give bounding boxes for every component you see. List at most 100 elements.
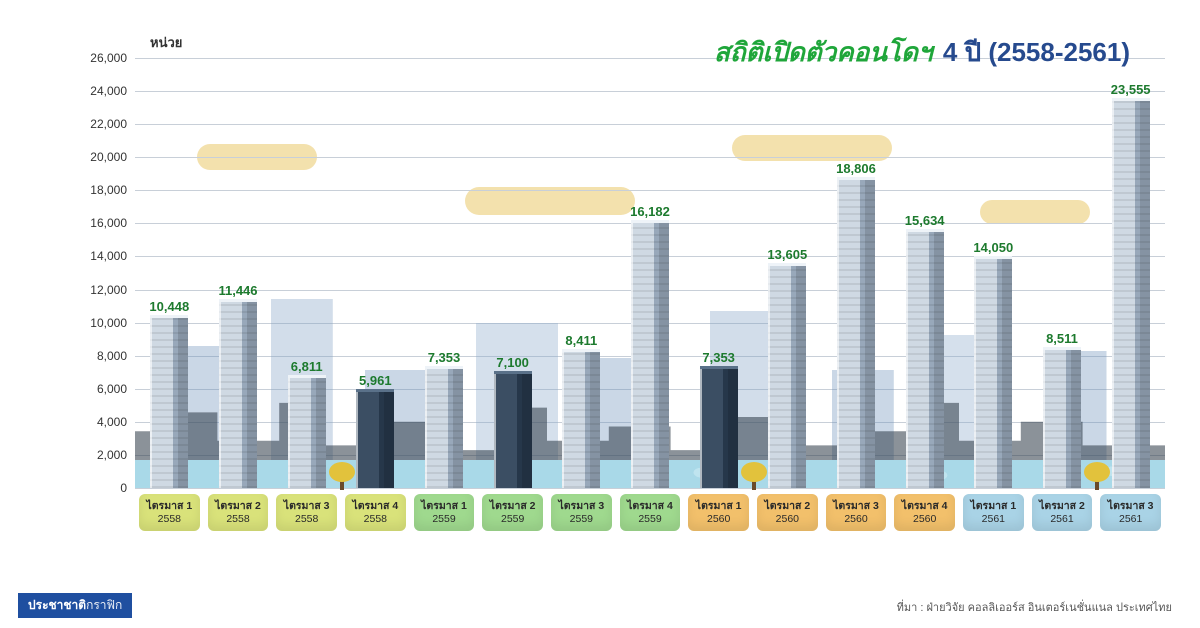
bar-value-label: 8,411: [565, 333, 597, 348]
badge-bold: ประชาชาติ: [28, 598, 86, 612]
bar-building: 11,446: [219, 299, 257, 488]
title-main: สถิติเปิดตัวคอนโดฯ: [714, 37, 933, 67]
x-tick-year: 2560: [896, 513, 952, 526]
bar-building: 6,811: [288, 375, 326, 488]
bar-building: 8,411: [562, 349, 600, 488]
x-tick-quarter: ไตรมาส 4: [347, 500, 403, 513]
x-tick-label: ไตรมาส 22561: [1032, 494, 1092, 531]
y-tick-label: 6,000: [97, 382, 127, 396]
y-tick-label: 2,000: [97, 448, 127, 462]
x-tick-quarter: ไตรมาส 1: [141, 500, 197, 513]
y-tick-label: 18,000: [90, 183, 127, 197]
x-tick-year: 2559: [622, 513, 678, 526]
bar-value-label: 14,050: [973, 240, 1013, 255]
bar-building: 7,353: [425, 366, 463, 488]
y-tick-label: 4,000: [97, 415, 127, 429]
y-tick-label: 16,000: [90, 216, 127, 230]
x-tick-label: ไตรมาส 42558: [345, 494, 405, 531]
bar-building: 18,806: [837, 177, 875, 488]
x-tick-year: 2561: [1034, 513, 1090, 526]
x-tick-quarter: ไตรมาส 2: [1034, 500, 1090, 513]
x-tick-quarter: ไตรมาส 2: [210, 500, 266, 513]
x-tick-label: ไตรมาส 42559: [620, 494, 680, 531]
x-tick-year: 2559: [553, 513, 609, 526]
y-tick-label: 0: [120, 481, 127, 495]
bars-layer: 10,448 11,446 6,811 5,961 7,353 7,100 8,411 16,…: [135, 58, 1165, 488]
chart-title: สถิติเปิดตัวคอนโดฯ 4 ปี (2558-2561): [714, 32, 1130, 73]
x-tick-year: 2561: [1102, 513, 1158, 526]
x-tick-year: 2560: [690, 513, 746, 526]
bar-value-label: 8,511: [1046, 331, 1078, 346]
bar-value-label: 5,961: [359, 373, 392, 388]
bar-building: 5,961: [356, 389, 394, 488]
y-tick-label: 14,000: [90, 249, 127, 263]
x-tick-quarter: ไตรมาส 3: [1102, 500, 1158, 513]
x-tick-label: ไตรมาส 22558: [208, 494, 268, 531]
bar-building: 13,605: [768, 263, 806, 488]
tree-icon: [329, 462, 355, 490]
x-tick-label: ไตรมาส 32560: [826, 494, 886, 531]
bar-value-label: 6,811: [291, 359, 323, 374]
x-tick-year: 2558: [141, 513, 197, 526]
tree-icon: [741, 462, 767, 490]
bar-building: 10,448: [150, 315, 188, 488]
x-tick-quarter: ไตรมาส 4: [896, 500, 952, 513]
tree-icon: [1084, 462, 1110, 490]
y-tick-label: 12,000: [90, 283, 127, 297]
x-tick-label: ไตรมาส 32558: [276, 494, 336, 531]
x-tick-label: ไตรมาส 42560: [894, 494, 954, 531]
chart-container: สถิติเปิดตัวคอนโดฯ 4 ปี (2558-2561) หน่ว…: [40, 20, 1170, 568]
bar-value-label: 7,353: [428, 350, 461, 365]
badge-light: กราฟิก: [86, 598, 122, 612]
x-tick-quarter: ไตรมาส 1: [690, 500, 746, 513]
bar-value-label: 23,555: [1111, 82, 1151, 97]
x-tick-label: ไตรมาส 12561: [963, 494, 1023, 531]
x-tick-year: 2559: [484, 513, 540, 526]
y-tick-label: 26,000: [90, 51, 127, 65]
x-tick-quarter: ไตรมาส 4: [622, 500, 678, 513]
x-tick-label: ไตรมาส 12559: [414, 494, 474, 531]
x-tick-year: 2560: [759, 513, 815, 526]
x-tick-year: 2561: [965, 513, 1021, 526]
x-tick-label: ไตรมาส 22559: [482, 494, 542, 531]
y-tick-label: 10,000: [90, 316, 127, 330]
x-tick-year: 2559: [416, 513, 472, 526]
x-tick-quarter: ไตรมาส 3: [278, 500, 334, 513]
x-tick-year: 2558: [278, 513, 334, 526]
y-tick-label: 24,000: [90, 84, 127, 98]
bar-value-label: 13,605: [767, 247, 807, 262]
bar-building: 14,050: [974, 256, 1012, 488]
y-axis-title: หน่วย: [150, 32, 182, 53]
bar-value-label: 7,353: [702, 350, 735, 365]
bar-building: 15,634: [906, 229, 944, 488]
x-tick-label: ไตรมาส 32559: [551, 494, 611, 531]
bar-value-label: 10,448: [149, 299, 189, 314]
x-tick-label: ไตรมาส 32561: [1100, 494, 1160, 531]
bar-building: 16,182: [631, 220, 669, 488]
gridline: [135, 488, 1165, 489]
x-tick-quarter: ไตรมาส 3: [828, 500, 884, 513]
y-tick-label: 22,000: [90, 117, 127, 131]
y-tick-label: 20,000: [90, 150, 127, 164]
x-tick-label: ไตรมาส 12560: [688, 494, 748, 531]
x-tick-year: 2558: [210, 513, 266, 526]
x-tick-quarter: ไตรมาส 3: [553, 500, 609, 513]
x-tick-quarter: ไตรมาส 1: [965, 500, 1021, 513]
bar-building: 7,353: [700, 366, 738, 488]
x-tick-label: ไตรมาส 22560: [757, 494, 817, 531]
bar-value-label: 18,806: [836, 161, 876, 176]
publisher-badge: ประชาชาติกราฟิก: [18, 593, 132, 618]
title-sub: 4 ปี (2558-2561): [943, 37, 1130, 67]
source-credit: ที่มา : ฝ่ายวิจัย คอลลิเออร์ส อินเตอร์เน…: [897, 598, 1172, 616]
x-tick-quarter: ไตรมาส 1: [416, 500, 472, 513]
plot-area: 10,448 11,446 6,811 5,961 7,353 7,100 8,411 16,…: [135, 58, 1165, 488]
bar-building: 7,100: [494, 371, 532, 488]
bar-value-label: 7,100: [496, 355, 529, 370]
bar-value-label: 16,182: [630, 204, 670, 219]
x-tick-year: 2558: [347, 513, 403, 526]
x-tick-label: ไตรมาส 12558: [139, 494, 199, 531]
bar-value-label: 15,634: [905, 213, 945, 228]
x-tick-quarter: ไตรมาส 2: [759, 500, 815, 513]
bar-value-label: 11,446: [218, 283, 257, 298]
bar-building: 23,555: [1112, 98, 1150, 488]
